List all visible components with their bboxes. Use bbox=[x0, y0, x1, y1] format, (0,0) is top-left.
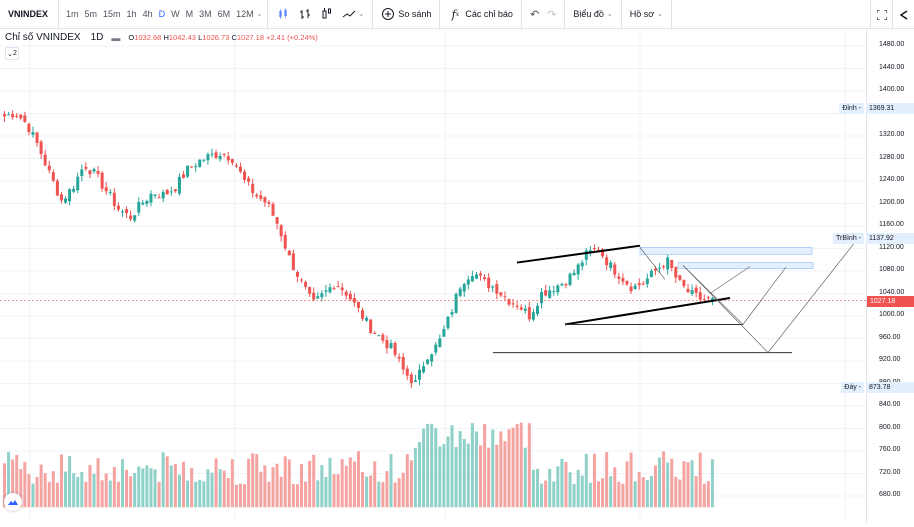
chart-menu-group: Biểu đồ ⌄ bbox=[565, 0, 622, 28]
candles-button[interactable] bbox=[272, 7, 294, 21]
chevron-down-icon: ⌄ bbox=[358, 11, 365, 18]
undo-button[interactable]: ↶ bbox=[526, 8, 543, 21]
interval-6m[interactable]: 6M bbox=[217, 9, 231, 19]
interval-1m[interactable]: 1m bbox=[66, 9, 79, 19]
hollow-candles-button[interactable] bbox=[316, 7, 338, 21]
price-marker-tag: 873.78 bbox=[866, 381, 914, 393]
price-tick: 960.00 bbox=[879, 333, 901, 341]
cloud-logo-icon bbox=[8, 500, 18, 505]
logo-badge[interactable] bbox=[4, 493, 22, 511]
price-tick: 920.00 bbox=[879, 356, 901, 363]
interval-group: 1m 5m 15m 1h 4h D W M 3M 6M 12M ⌄ bbox=[59, 0, 268, 28]
chart-type-group: ⌄ bbox=[268, 0, 374, 28]
price-tick: 1200.00 bbox=[879, 198, 905, 206]
chevron-down-icon: ⌄ bbox=[657, 11, 664, 18]
fullscreen-icon bbox=[876, 9, 887, 20]
price-tick: 1480.00 bbox=[879, 41, 905, 48]
chevron-down-icon: ⌄ bbox=[606, 11, 613, 18]
plus-circle-icon bbox=[382, 8, 395, 20]
price-tick: 1440.00 bbox=[879, 63, 905, 71]
redo-icon: ↷ bbox=[547, 8, 557, 21]
interval-m[interactable]: M bbox=[185, 9, 194, 19]
price-chart[interactable] bbox=[0, 30, 866, 522]
candles-icon bbox=[278, 8, 287, 19]
share-button[interactable] bbox=[892, 0, 914, 29]
chart-menu-label: Biểu đồ bbox=[573, 9, 604, 19]
interval-1h[interactable]: 1h bbox=[126, 9, 137, 19]
price-tick: 1400.00 bbox=[879, 86, 905, 93]
fullscreen-button[interactable] bbox=[870, 0, 892, 29]
price-marker-label: Đỉnh - bbox=[839, 103, 864, 115]
share-icon bbox=[899, 9, 907, 20]
compare-button[interactable]: So sánh bbox=[377, 7, 435, 21]
top-toolbar: VNINDEX 1m 5m 15m 1h 4h D W M 3M 6M 12M … bbox=[0, 0, 914, 29]
price-tick: 1040.00 bbox=[879, 288, 905, 296]
price-tick: 1280.00 bbox=[879, 153, 905, 161]
right-tools bbox=[870, 0, 914, 29]
price-tick: 760.00 bbox=[879, 446, 901, 453]
price-tick: 1320.00 bbox=[879, 131, 905, 138]
indicators-label: Các chỉ báo bbox=[465, 9, 513, 19]
hollow-candles-icon bbox=[322, 8, 331, 19]
chart-canvas[interactable] bbox=[0, 30, 866, 522]
chevron-down-icon[interactable]: ⌄ bbox=[256, 11, 263, 18]
compare-label: So sánh bbox=[398, 9, 432, 19]
redo-button[interactable]: ↷ bbox=[543, 8, 560, 21]
profile-menu-label: Hồ sơ bbox=[629, 9, 655, 19]
price-tick: 1120.00 bbox=[879, 243, 904, 251]
bars-button[interactable] bbox=[294, 7, 316, 21]
profile-menu-button[interactable]: Hồ sơ ⌄ bbox=[626, 9, 667, 19]
price-tick: 720.00 bbox=[879, 468, 901, 476]
profile-menu-group: Hồ sơ ⌄ bbox=[622, 0, 673, 28]
chart-menu-button[interactable]: Biểu đồ ⌄ bbox=[569, 9, 616, 19]
price-tick: 1240.00 bbox=[879, 176, 905, 183]
legend-title: Chỉ số VNINDEX bbox=[5, 32, 81, 43]
interval-5m[interactable]: 5m bbox=[84, 9, 98, 19]
interval-12m[interactable]: 12M bbox=[236, 9, 254, 19]
symbol-search[interactable]: VNINDEX bbox=[8, 9, 49, 19]
bars-icon bbox=[299, 9, 310, 19]
undo-redo-group: ↶ ↷ bbox=[522, 0, 566, 28]
interval-d[interactable]: D bbox=[158, 9, 166, 19]
symbol-group: VNINDEX bbox=[0, 0, 59, 28]
price-marker-tag: 1137.92 bbox=[866, 233, 914, 245]
undo-icon: ↶ bbox=[529, 8, 540, 21]
price-marker-label: TrBình - bbox=[832, 233, 864, 245]
price-marker-tag: 1369.31 bbox=[866, 103, 914, 115]
price-tick: 800.00 bbox=[879, 423, 901, 431]
line-icon bbox=[342, 10, 355, 18]
price-marker-label: Đáy - bbox=[841, 381, 864, 393]
interval-3m[interactable]: 3M bbox=[199, 9, 212, 19]
legend-dot-icon: ▬ bbox=[111, 32, 121, 43]
legend-collapse-button[interactable]: ⌄ 2 bbox=[5, 47, 19, 60]
price-tick: 680.00 bbox=[879, 491, 901, 498]
legend-interval: 1D bbox=[90, 32, 104, 43]
chevron-down-icon: ⌄ bbox=[7, 50, 13, 58]
price-tick: 1080.00 bbox=[879, 266, 905, 273]
price-tick: 1160.00 bbox=[879, 221, 904, 228]
interval-15m[interactable]: 15m bbox=[103, 9, 121, 19]
chart-legend: Chỉ số VNINDEX 1D ▬ O1032.68 H1042.43 L1… bbox=[5, 32, 318, 43]
current-price-tag: 1027.18 bbox=[867, 295, 914, 307]
legend-ohlc: O1032.68 H1042.43 L1026.73 C1027.18 +2.4… bbox=[128, 33, 318, 42]
price-tick: 840.00 bbox=[879, 401, 901, 408]
compare-group: So sánh bbox=[373, 0, 441, 28]
line-button[interactable]: ⌄ bbox=[338, 7, 369, 21]
interval-4h[interactable]: 4h bbox=[142, 9, 153, 19]
price-tick: 1000.00 bbox=[879, 311, 905, 318]
interval-w[interactable]: W bbox=[171, 9, 180, 19]
